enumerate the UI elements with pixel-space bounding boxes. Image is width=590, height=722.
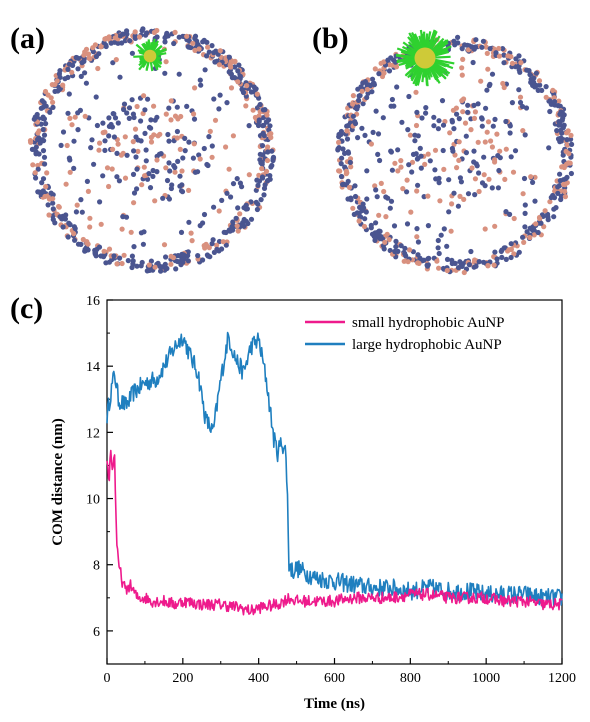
y-tick-label: 16 [86,294,100,309]
y-tick-label: 8 [93,559,100,574]
nanoparticle-small [133,38,167,72]
legend-label: large hydrophobic AuNP [352,337,502,353]
x-tick-label: 600 [324,671,345,686]
x-tick-label: 1000 [472,671,500,686]
panel-label-b: (b) [312,22,349,55]
series-line-large [106,331,563,608]
series-line-small [106,449,563,616]
plot-area [106,299,563,665]
x-tick-label: 0 [104,671,111,686]
x-tick-label: 800 [400,671,421,686]
y-axis-title: COM distance (nm) [50,418,66,546]
panel-label-a: (a) [10,22,45,55]
x-tick-label: 400 [248,671,269,686]
x-axis-title: Time (ns) [304,696,365,712]
vesicle-b [335,34,575,276]
plot-frame [106,299,563,665]
y-tick-label: 12 [86,426,100,441]
x-tick-label: 1200 [548,671,576,686]
nanoparticle-large [395,29,455,87]
legend-label: small hydrophobic AuNP [352,315,505,331]
vesicle-a [27,26,277,274]
y-tick-label: 6 [93,625,100,640]
y-tick-label: 14 [86,360,100,375]
simulation-snapshots [27,26,575,276]
panel-label-c: (c) [10,292,44,325]
y-tick-label: 10 [86,493,100,508]
x-tick-label: 200 [172,671,193,686]
